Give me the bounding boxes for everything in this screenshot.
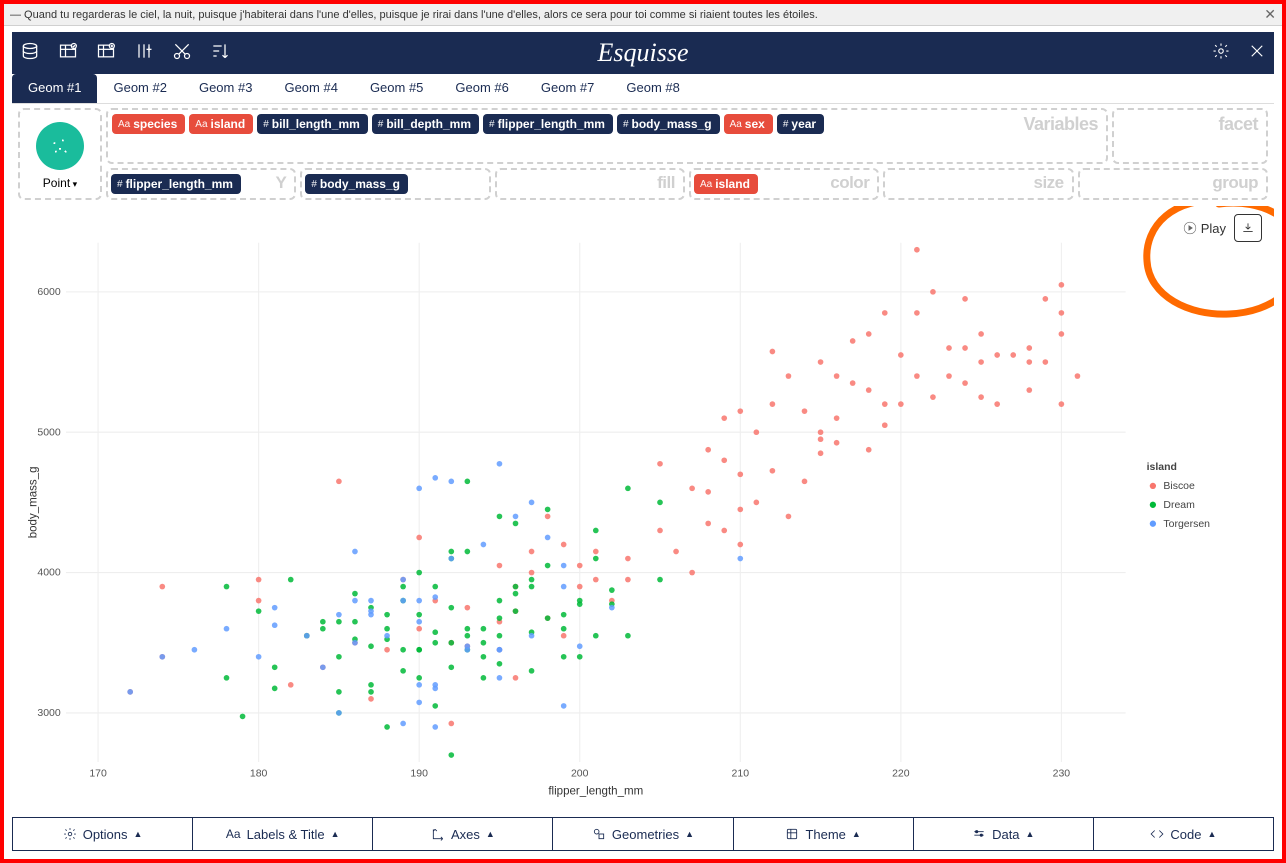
quote-text: — Quand tu regarderas le ciel, la nuit, … <box>10 9 818 21</box>
bottom-geometries[interactable]: Geometries▲ <box>553 818 733 850</box>
svg-text:4000: 4000 <box>37 568 60 579</box>
quote-bar: — Quand tu regarderas le ciel, la nuit, … <box>4 4 1282 26</box>
app-title: Esquisse <box>598 38 689 68</box>
plot-area: Play 3000 4000 5000 6000 170 180 190 200 210 220 2… <box>12 206 1274 817</box>
topnav: Esquisse <box>12 32 1274 74</box>
bottom-code[interactable]: Code▲ <box>1094 818 1273 850</box>
pill-island[interactable]: Aaisland <box>189 114 253 134</box>
facet-panel[interactable]: facet <box>1112 108 1268 164</box>
svg-text:body_mass_g: body_mass_g <box>28 466 40 538</box>
geom-tab-4[interactable]: Geom #4 <box>268 74 353 103</box>
pill-sex[interactable]: Aasex <box>724 114 773 134</box>
geom-tab-2[interactable]: Geom #2 <box>97 74 182 103</box>
bottom-data[interactable]: Data▲ <box>914 818 1094 850</box>
cut-icon[interactable] <box>172 41 192 66</box>
bottom-options[interactable]: Options▲ <box>13 818 193 850</box>
svg-text:180: 180 <box>250 769 268 780</box>
svg-text:170: 170 <box>89 769 107 780</box>
columns-icon[interactable] <box>134 41 154 66</box>
geom-tab-8[interactable]: Geom #8 <box>610 74 695 103</box>
pill-species[interactable]: Aaspecies <box>112 114 185 134</box>
svg-text:200: 200 <box>571 769 589 780</box>
svg-text:190: 190 <box>410 769 428 780</box>
svg-text:210: 210 <box>732 769 750 780</box>
bottom-theme[interactable]: Theme▲ <box>734 818 914 850</box>
drag-zone: Point AaspeciesAaisland#bill_length_mm#b… <box>12 104 1274 206</box>
play-button[interactable]: Play <box>1183 221 1226 236</box>
aes-x-box[interactable]: #flipper_length_mm Y <box>106 168 296 200</box>
geom-select-label[interactable]: Point <box>43 176 77 190</box>
svg-text:220: 220 <box>892 769 910 780</box>
quote-close-icon[interactable]: ✕ <box>1264 6 1276 23</box>
facet-label: facet <box>1218 114 1258 135</box>
pill-flipper_length_mm[interactable]: #flipper_length_mm <box>483 114 613 134</box>
svg-text:Biscoe: Biscoe <box>1163 481 1195 492</box>
pill-flipper_length_mm[interactable]: #flipper_length_mm <box>111 174 241 194</box>
pill-island[interactable]: Aaisland <box>694 174 758 194</box>
play-label: Play <box>1201 221 1226 236</box>
data-icon[interactable] <box>20 41 40 66</box>
svg-text:5000: 5000 <box>37 427 60 438</box>
geom-selector[interactable]: Point <box>18 108 102 200</box>
aes-group-box[interactable]: group <box>1078 168 1268 200</box>
table-edit-icon[interactable] <box>58 41 78 66</box>
aes-y-box[interactable]: #body_mass_g <box>300 168 490 200</box>
svg-text:6000: 6000 <box>37 287 60 298</box>
aes-y-label: Y <box>275 173 286 193</box>
table-add-icon[interactable] <box>96 41 116 66</box>
svg-text:island: island <box>1147 462 1177 473</box>
aes-color-label: color <box>830 173 869 193</box>
aes-group-label: group <box>1212 173 1258 193</box>
bottom-labels-title[interactable]: AaLabels & Title▲ <box>193 818 373 850</box>
pill-year[interactable]: #year <box>777 114 824 134</box>
pill-bill_length_mm[interactable]: #bill_length_mm <box>257 114 368 134</box>
scatter-plot: 3000 4000 5000 6000 170 180 190 200 210 220 230 fli… <box>24 214 1262 817</box>
svg-text:Dream: Dream <box>1163 500 1195 511</box>
svg-text:230: 230 <box>1053 769 1071 780</box>
geom-tabs: Geom #1Geom #2Geom #3Geom #4Geom #5Geom … <box>12 74 1274 104</box>
aes-color-box[interactable]: Aaisland color <box>689 168 879 200</box>
pill-body_mass_g[interactable]: #body_mass_g <box>305 174 408 194</box>
geom-point-icon <box>36 122 84 170</box>
pill-body_mass_g[interactable]: #body_mass_g <box>617 114 720 134</box>
variables-panel[interactable]: AaspeciesAaisland#bill_length_mm#bill_de… <box>106 108 1108 164</box>
download-button[interactable] <box>1234 214 1262 242</box>
svg-text:flipper_length_mm: flipper_length_mm <box>548 786 643 798</box>
geom-tab-7[interactable]: Geom #7 <box>525 74 610 103</box>
aes-size-box[interactable]: size <box>883 168 1073 200</box>
sort-icon[interactable] <box>210 41 230 66</box>
geom-tab-5[interactable]: Geom #5 <box>354 74 439 103</box>
settings-icon[interactable] <box>1212 42 1230 65</box>
geom-tab-1[interactable]: Geom #1 <box>12 74 97 103</box>
aes-fill-label: fill <box>657 173 675 193</box>
geom-tab-6[interactable]: Geom #6 <box>439 74 524 103</box>
bottom-axes[interactable]: Axes▲ <box>373 818 553 850</box>
bottom-bar: Options▲AaLabels & Title▲Axes▲Geometries… <box>12 817 1274 851</box>
aes-size-label: size <box>1034 173 1064 193</box>
geom-tab-3[interactable]: Geom #3 <box>183 74 268 103</box>
svg-text:Torgersen: Torgersen <box>1163 519 1210 530</box>
svg-text:3000: 3000 <box>37 708 60 719</box>
close-icon[interactable] <box>1248 42 1266 65</box>
pill-bill_depth_mm[interactable]: #bill_depth_mm <box>372 114 479 134</box>
aes-fill-box[interactable]: fill <box>495 168 685 200</box>
variables-label: Variables <box>1023 114 1098 135</box>
